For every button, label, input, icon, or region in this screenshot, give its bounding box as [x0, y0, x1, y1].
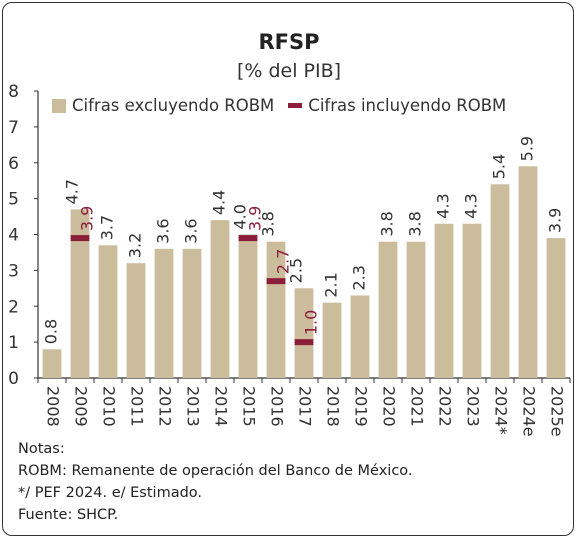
- bar: [182, 248, 202, 378]
- robm-value-label: 2.7: [274, 249, 293, 274]
- bar-value-label: 3.2: [126, 233, 145, 258]
- legend-label-including: Cifras incluyendo ROBM: [308, 96, 507, 115]
- bar-value-label: 2.3: [350, 265, 369, 290]
- bar-value-label: 0.8: [42, 319, 61, 344]
- bar-value-label: 4.0: [231, 204, 250, 229]
- x-tick-label: 2010: [100, 386, 119, 427]
- bar: [434, 223, 454, 378]
- x-tick-label: 2014: [212, 386, 231, 427]
- bar: [238, 234, 258, 378]
- x-tick-label: 2024e: [520, 386, 539, 437]
- x-tick-label: 2020: [380, 386, 399, 427]
- x-tick-label: 2023: [464, 386, 483, 427]
- legend-swatch-excluding: [52, 98, 66, 113]
- bar-value-label: 2.1: [322, 272, 341, 297]
- bar-value-label: 2.5: [287, 258, 306, 283]
- chart-legend: Cifras excluyendo ROBM Cifras incluyendo…: [52, 96, 506, 115]
- chart-notes: Notas: ROBM: Remanente de operación del …: [18, 438, 413, 526]
- y-tick-label: 4: [8, 226, 19, 246]
- robm-value-label: 1.0: [302, 310, 321, 335]
- bar: [266, 241, 286, 378]
- y-tick-label: 7: [8, 118, 19, 138]
- robm-value-label: 3.9: [78, 206, 97, 231]
- x-tick-label: 2019: [352, 386, 371, 427]
- bar: [322, 302, 342, 378]
- bar: [70, 209, 90, 378]
- x-tick-label: 2022: [436, 386, 455, 427]
- chart-frame: [2, 2, 574, 536]
- notes-line-source: Fuente: SHCP.: [18, 507, 119, 523]
- y-tick-label: 6: [8, 154, 19, 174]
- x-tick-label: 2025e: [548, 386, 567, 437]
- bar-value-label: 5.4: [490, 154, 509, 179]
- legend-label-excluding: Cifras excluyendo ROBM: [72, 96, 275, 115]
- bar: [546, 238, 566, 378]
- robm-marker: [294, 339, 314, 346]
- bar-value-label: 4.3: [434, 193, 453, 218]
- bar: [294, 288, 314, 378]
- bar: [462, 223, 482, 378]
- y-tick-label: 8: [8, 82, 19, 102]
- notes-line-estimates: */ PEF 2024. e/ Estimado.: [18, 485, 203, 501]
- x-tick-label: 2021: [408, 386, 427, 427]
- bar: [98, 245, 118, 378]
- x-tick-label: 2013: [184, 386, 203, 427]
- bar-value-label: 3.6: [182, 218, 201, 243]
- x-tick-label: 2015: [240, 386, 259, 427]
- bar-value-label: 3.6: [154, 218, 173, 243]
- bar-value-label: 5.9: [518, 136, 537, 161]
- legend-swatch-including: [288, 103, 303, 108]
- bar-value-label: 4.3: [462, 193, 481, 218]
- x-tick-label: 2018: [324, 386, 343, 427]
- bar: [126, 263, 146, 378]
- notes-line-robm: ROBM: Remanente de operación del Banco d…: [18, 463, 413, 479]
- x-tick-label: 2016: [268, 386, 287, 427]
- x-tick-label: 2009: [72, 386, 91, 427]
- bar-value-label: 3.9: [546, 208, 565, 233]
- bar-value-label: 4.4: [210, 190, 229, 215]
- bar-value-label: 4.7: [63, 179, 82, 204]
- bar-value-label: 3.8: [378, 211, 397, 236]
- y-tick-label: 5: [8, 190, 19, 210]
- bar: [378, 241, 398, 378]
- bar: [406, 241, 426, 378]
- x-tick-label: 2024*: [492, 386, 511, 435]
- chart-subtitle: [% del PIB]: [236, 60, 342, 82]
- bar: [518, 166, 538, 378]
- bar: [210, 220, 230, 378]
- x-tick-label: 2008: [44, 386, 63, 427]
- robm-marker: [238, 235, 258, 242]
- bar: [154, 248, 174, 378]
- chart-title: RFSP: [258, 30, 320, 54]
- bar-value-label: 3.8: [406, 211, 425, 236]
- x-tick-label: 2011: [128, 386, 147, 427]
- y-tick-label: 0: [8, 369, 19, 389]
- robm-marker: [70, 235, 90, 242]
- bar-value-label: 3.7: [98, 215, 117, 240]
- robm-value-label: 3.9: [246, 206, 265, 231]
- x-tick-label: 2012: [156, 386, 175, 427]
- y-tick-label: 1: [8, 333, 19, 353]
- bar: [42, 349, 62, 378]
- x-tick-label: 2017: [296, 386, 315, 427]
- robm-marker: [266, 278, 286, 285]
- bar-value-label: 3.8: [259, 211, 278, 236]
- y-tick-label: 2: [8, 297, 19, 317]
- bar: [350, 295, 370, 378]
- bar: [490, 184, 510, 378]
- y-tick-label: 3: [8, 261, 19, 281]
- notes-heading: Notas:: [18, 441, 65, 457]
